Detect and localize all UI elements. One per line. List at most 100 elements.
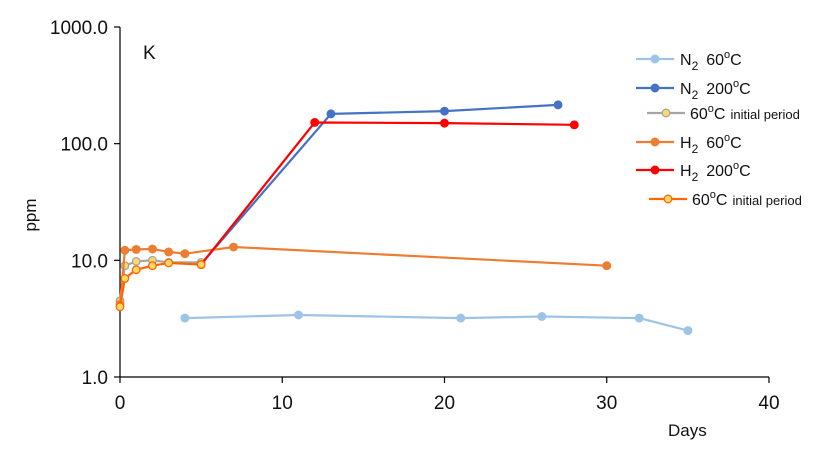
legend-label-part: N — [680, 81, 692, 98]
data-point — [164, 258, 174, 268]
series-layer — [115, 100, 693, 336]
x-axis-title: Days — [668, 421, 707, 440]
legend-label-part: initial period — [732, 193, 801, 208]
legend-entry-h2-200: H2 200oC — [636, 160, 751, 184]
legend-label-part: o — [724, 49, 730, 61]
legend-label-part: 2 — [692, 142, 699, 156]
series-h2-60-initial — [115, 258, 206, 312]
series-line-h2-200 — [200, 121, 575, 266]
data-point — [553, 100, 563, 110]
axes — [119, 27, 769, 378]
legend-swatch-marker — [661, 108, 671, 118]
data-point — [120, 273, 130, 283]
legend-label: H2 60oC — [680, 132, 742, 156]
legend-label-part: C — [739, 81, 751, 98]
legend-label: N2 200oC — [680, 78, 751, 102]
data-point — [456, 313, 466, 323]
legend-entry-h2-60-initial: 60oC initial period — [649, 189, 802, 209]
series-h2-200 — [196, 118, 579, 270]
legend-label-part: 2 — [692, 59, 699, 73]
data-point — [683, 326, 693, 336]
y-tick-label: 1.0 — [82, 368, 108, 389]
data-point — [310, 118, 320, 127]
legend-label-part: o — [708, 103, 714, 115]
data-point — [164, 247, 174, 257]
legend-label-part: 60 — [692, 192, 710, 209]
x-ticks: 0 10 20 30 40 — [115, 377, 780, 414]
data-point — [131, 244, 141, 254]
legend-label-part: C — [714, 106, 726, 123]
legend-swatch-marker — [663, 194, 673, 204]
legend-label-part: 60 — [706, 52, 724, 69]
legend-label-part: initial period — [730, 107, 799, 122]
legend-label-part: o — [733, 160, 739, 172]
legend-label-part: 2 — [692, 170, 699, 184]
legend-entry-h2-60: H2 60oC — [636, 132, 742, 156]
legend-label-part: C — [739, 163, 751, 180]
legend-label-part: 60 — [706, 135, 724, 152]
data-point — [440, 118, 449, 128]
x-tick-label: 40 — [758, 393, 779, 414]
y-tick-label: 1000.0 — [50, 18, 108, 39]
legend-entry-n2-60-initial: 60oC initial period — [647, 103, 800, 123]
legend-entry-n2-60: N2 60oC — [636, 49, 742, 73]
legend-label: H2 200oC — [680, 160, 751, 184]
y-ticks: 1.0 10.0 100.0 1000.0 — [50, 18, 120, 389]
legend-swatch-marker — [650, 137, 660, 147]
x-tick-label: 0 — [115, 393, 126, 414]
legend-label-part: C — [730, 52, 742, 69]
legend-swatch-marker — [650, 165, 660, 175]
data-point — [602, 261, 612, 271]
y-tick-label: 100.0 — [60, 135, 108, 156]
x-tick-label: 20 — [434, 393, 455, 414]
data-point — [131, 265, 141, 275]
data-point — [537, 312, 547, 321]
y-axis-title: ppm — [21, 198, 40, 231]
legend-label-part: N — [680, 52, 692, 69]
legend-label-part: 200 — [706, 163, 733, 180]
legend-label: 60oC initial period — [690, 103, 800, 123]
legend-label-part: o — [710, 189, 716, 201]
legend-label-part: 2 — [692, 88, 699, 102]
series-n2-200 — [196, 100, 563, 269]
legend-swatch-marker — [650, 54, 660, 64]
legend-label-part: H — [680, 135, 692, 152]
series-h2-60 — [115, 242, 612, 309]
data-point — [326, 109, 336, 119]
y-tick-label: 10.0 — [71, 251, 108, 272]
series-line-h2-60 — [118, 245, 607, 305]
series-line-n2-200 — [200, 103, 559, 265]
legend-label-part: 200 — [706, 81, 733, 98]
legend-label: N2 60oC — [680, 49, 742, 73]
x-tick-label: 10 — [272, 393, 293, 414]
legend-label-part: C — [716, 192, 728, 209]
data-point — [115, 302, 125, 312]
legend-swatch-marker — [650, 83, 660, 93]
panel-label: K — [143, 43, 156, 64]
data-point — [180, 249, 190, 259]
series-n2-60 — [180, 310, 693, 336]
series-line-n2-60 — [184, 313, 689, 332]
legend-entry-n2-200: N2 200oC — [636, 78, 751, 102]
legend-label-part: H — [680, 163, 692, 180]
data-point — [131, 256, 141, 266]
data-point — [569, 120, 579, 130]
data-point — [229, 242, 239, 252]
data-point — [180, 313, 190, 323]
data-point — [634, 313, 644, 323]
data-point — [120, 245, 130, 255]
legend-label-part: o — [724, 132, 730, 144]
data-point — [147, 244, 157, 254]
legend-label-part: o — [733, 78, 739, 90]
data-point — [147, 261, 157, 271]
legend-label-part: 60 — [690, 106, 708, 123]
data-point — [196, 260, 206, 270]
series-line-h2-60-initial — [118, 261, 202, 307]
legend-label: 60oC initial period — [692, 189, 802, 209]
series-line-n2-60-initial — [118, 259, 202, 301]
x-tick-label: 30 — [596, 393, 617, 414]
data-point — [440, 106, 449, 116]
legend-label-part: C — [730, 135, 742, 152]
